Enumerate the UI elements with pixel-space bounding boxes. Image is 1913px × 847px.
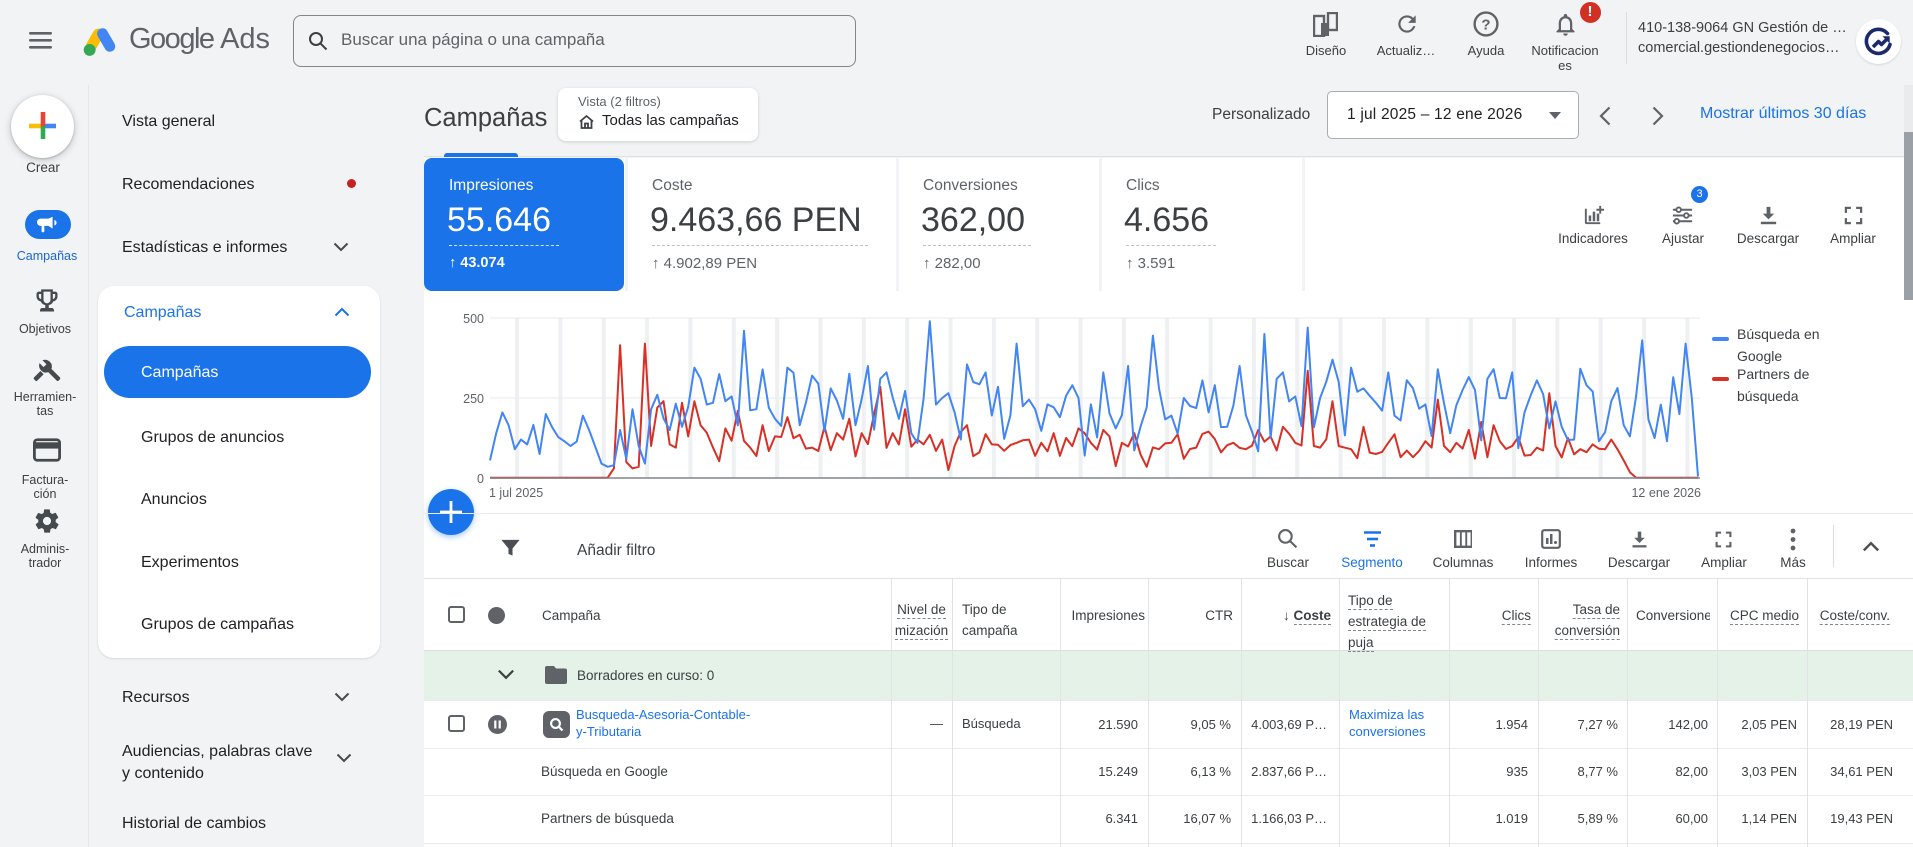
svg-text:12 ene 2026: 12 ene 2026 (1631, 486, 1701, 500)
svg-text:250: 250 (463, 392, 484, 406)
svg-text:?: ? (1481, 17, 1490, 34)
svg-text:500: 500 (463, 312, 484, 326)
svg-text:1 jul 2025: 1 jul 2025 (489, 486, 543, 500)
svg-text:0: 0 (477, 472, 484, 486)
